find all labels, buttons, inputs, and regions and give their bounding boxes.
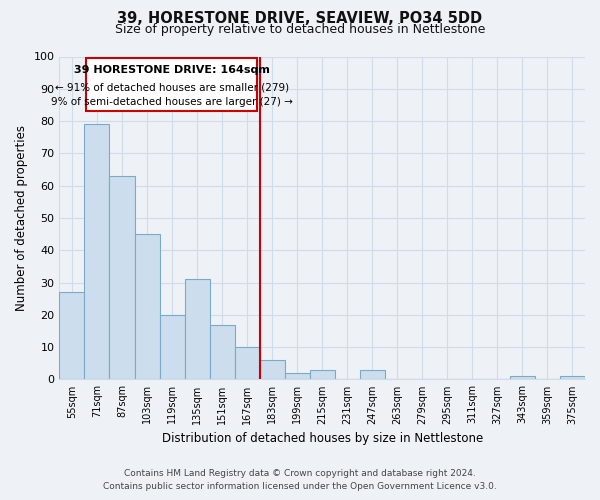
Text: ← 91% of detached houses are smaller (279): ← 91% of detached houses are smaller (27… bbox=[55, 82, 289, 92]
FancyBboxPatch shape bbox=[86, 58, 257, 112]
Bar bbox=[360, 370, 385, 380]
Bar bbox=[185, 280, 209, 380]
Text: 9% of semi-detached houses are larger (27) →: 9% of semi-detached houses are larger (2… bbox=[51, 98, 293, 108]
Bar bbox=[160, 315, 185, 380]
Bar bbox=[134, 234, 160, 380]
Y-axis label: Number of detached properties: Number of detached properties bbox=[15, 125, 28, 311]
Bar bbox=[284, 373, 310, 380]
Text: Size of property relative to detached houses in Nettlestone: Size of property relative to detached ho… bbox=[115, 24, 485, 36]
Bar bbox=[109, 176, 134, 380]
X-axis label: Distribution of detached houses by size in Nettlestone: Distribution of detached houses by size … bbox=[161, 432, 483, 445]
Bar bbox=[310, 370, 335, 380]
Bar bbox=[235, 347, 260, 380]
Text: Contains HM Land Registry data © Crown copyright and database right 2024.
Contai: Contains HM Land Registry data © Crown c… bbox=[103, 469, 497, 491]
Bar bbox=[560, 376, 585, 380]
Bar bbox=[209, 324, 235, 380]
Bar bbox=[85, 124, 109, 380]
Bar bbox=[59, 292, 85, 380]
Text: 39, HORESTONE DRIVE, SEAVIEW, PO34 5DD: 39, HORESTONE DRIVE, SEAVIEW, PO34 5DD bbox=[118, 11, 482, 26]
Bar bbox=[260, 360, 284, 380]
Text: 39 HORESTONE DRIVE: 164sqm: 39 HORESTONE DRIVE: 164sqm bbox=[74, 65, 270, 75]
Bar bbox=[510, 376, 535, 380]
